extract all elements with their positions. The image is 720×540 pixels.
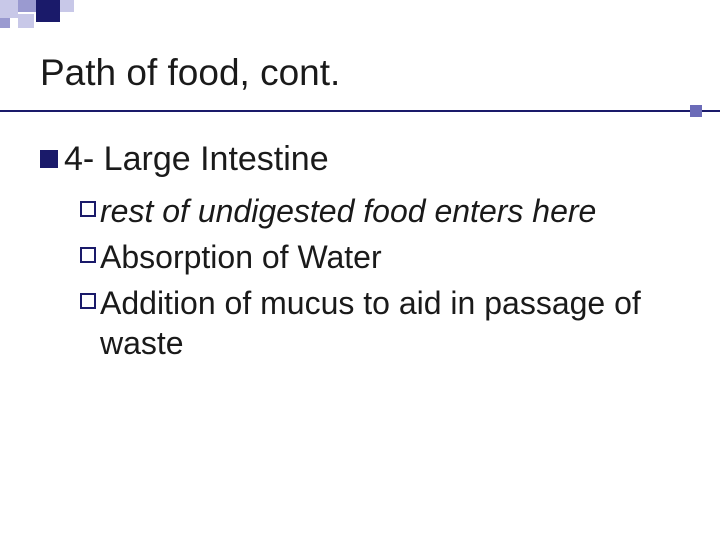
bullet-level-2: Addition of mucus to aid in passage of w…: [80, 283, 680, 363]
hollow-square-bullet-icon: [80, 293, 96, 309]
sub-bullet-1-rest: of undigested food enters here: [153, 193, 596, 229]
sub-bullet-1-text: rest of undigested food enters here: [100, 191, 596, 231]
deco-square: [0, 0, 18, 18]
deco-square: [18, 0, 36, 12]
slide-content: 4- Large Intestine rest of undigested fo…: [40, 140, 680, 369]
hollow-square-bullet-icon: [80, 201, 96, 217]
corner-decoration: [0, 0, 160, 30]
bullet-level-2: Absorption of Water: [80, 237, 680, 277]
deco-square: [36, 0, 60, 22]
sub-bullet-2-text: Absorption of Water: [100, 237, 382, 277]
bullet-level-1: 4- Large Intestine: [40, 140, 680, 179]
title-divider: [0, 110, 720, 112]
sub-bullet-3-lead: Addition: [100, 285, 216, 321]
bullet-1-text: 4- Large Intestine: [64, 140, 329, 179]
slide-title: Path of food, cont.: [40, 52, 340, 94]
sub-bullet-2-lead: Absorption: [100, 239, 253, 275]
deco-square: [18, 14, 34, 28]
title-divider-endcap: [690, 105, 702, 117]
sub-bullet-1-lead: rest: [100, 193, 153, 229]
deco-square: [0, 18, 10, 28]
bullet-level-2: rest of undigested food enters here: [80, 191, 680, 231]
filled-square-bullet-icon: [40, 150, 58, 168]
deco-square: [60, 0, 74, 12]
sub-bullet-3-text: Addition of mucus to aid in passage of w…: [100, 283, 680, 363]
hollow-square-bullet-icon: [80, 247, 96, 263]
sub-bullet-2-rest: of Water: [253, 239, 382, 275]
